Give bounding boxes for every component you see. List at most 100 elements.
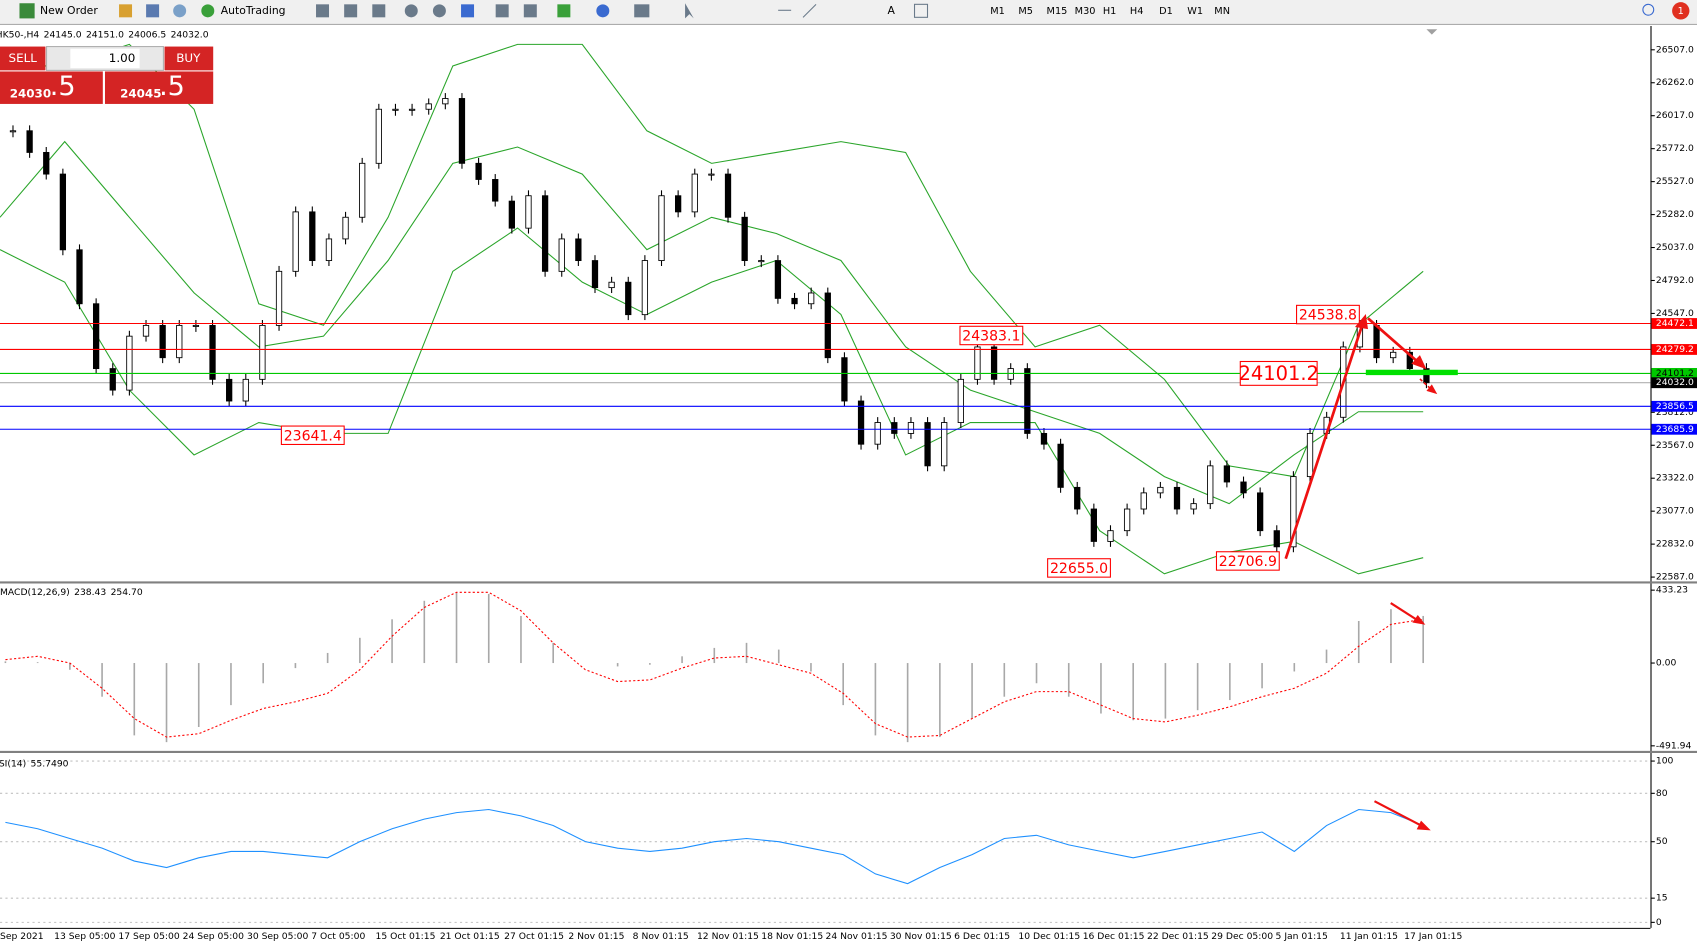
toolbar-icon[interactable] bbox=[523, 4, 537, 18]
candle bbox=[408, 108, 416, 111]
candle bbox=[9, 130, 17, 133]
candle bbox=[1423, 368, 1430, 384]
sell-pips[interactable]: .5 bbox=[50, 71, 76, 102]
timeframe-button[interactable]: M15 bbox=[1047, 6, 1068, 17]
toolbar-icon[interactable] bbox=[372, 4, 386, 18]
candle bbox=[907, 422, 915, 434]
price-annotation: 23641.4 bbox=[284, 428, 342, 444]
candle bbox=[924, 422, 931, 467]
title: HK50-,H4 bbox=[0, 29, 39, 40]
toolbar-icon[interactable] bbox=[557, 4, 571, 18]
x-tick-label: 17 Jan 01:15 bbox=[1404, 931, 1462, 942]
x-tick-label: 27 Oct 01:15 bbox=[504, 931, 564, 942]
x-tick-label: 6 Dec 01:15 bbox=[954, 931, 1010, 942]
candle bbox=[1107, 530, 1114, 542]
sell-price[interactable]: 24030 bbox=[10, 87, 51, 101]
sell-label[interactable]: SELL bbox=[9, 51, 38, 65]
price-annotation-box bbox=[959, 325, 1024, 346]
candle bbox=[808, 292, 815, 305]
candle bbox=[857, 400, 865, 445]
hline-tool[interactable] bbox=[778, 9, 792, 11]
volume-input[interactable] bbox=[70, 48, 140, 69]
timeframe-button[interactable]: M5 bbox=[1018, 6, 1033, 17]
candle bbox=[425, 103, 432, 110]
buy-label[interactable]: BUY bbox=[176, 51, 201, 65]
level-price-box bbox=[1651, 400, 1697, 412]
autotrading-button[interactable]: AutoTrading bbox=[221, 4, 286, 17]
sell-price-box[interactable] bbox=[0, 71, 103, 104]
buy-price[interactable]: 24045 bbox=[120, 87, 161, 101]
arrow-head bbox=[1426, 384, 1438, 395]
timeframe-button[interactable]: H1 bbox=[1103, 6, 1117, 17]
toolbar-icon[interactable] bbox=[173, 4, 187, 18]
buy-pips[interactable]: .5 bbox=[159, 71, 185, 102]
candle bbox=[1240, 481, 1247, 494]
candle bbox=[209, 324, 216, 380]
header-value: 24151.0 bbox=[86, 29, 124, 40]
level-price-label: 23856.5 bbox=[1656, 401, 1694, 412]
autotrading-icon[interactable] bbox=[201, 4, 215, 18]
arrow-projection bbox=[1419, 378, 1434, 392]
price-annotation: 24383.1 bbox=[962, 329, 1020, 345]
arrow-head bbox=[1412, 614, 1426, 625]
candle bbox=[575, 238, 582, 262]
timeframe-button[interactable]: M30 bbox=[1075, 6, 1096, 17]
toolbar-icon[interactable] bbox=[634, 4, 650, 18]
toolbar-icon[interactable] bbox=[596, 4, 610, 18]
candle bbox=[359, 162, 366, 218]
y-tick-label: 25772.0 bbox=[1656, 143, 1694, 154]
y-tick-label: 26017.0 bbox=[1656, 110, 1694, 121]
x-tick-label: 2 Nov 01:15 bbox=[568, 931, 624, 942]
trendline-tool[interactable] bbox=[802, 3, 817, 18]
candle bbox=[292, 211, 299, 272]
y-tick-label: 25282.0 bbox=[1656, 209, 1694, 220]
toolbar-icon[interactable] bbox=[495, 4, 509, 18]
new-order-button[interactable]: New Order bbox=[40, 4, 98, 17]
y-tick-label: 25037.0 bbox=[1656, 242, 1694, 253]
candle bbox=[708, 173, 715, 176]
search-icon[interactable] bbox=[1642, 3, 1655, 16]
level-price-label: 24101.2 bbox=[1656, 368, 1694, 379]
buy-button[interactable] bbox=[164, 46, 214, 71]
x-tick-label: 30 Sep 05:00 bbox=[247, 931, 308, 942]
x-tick-label: 24 Nov 01:15 bbox=[826, 931, 888, 942]
candle bbox=[1123, 508, 1131, 532]
notification-badge[interactable] bbox=[1672, 2, 1690, 20]
toolbar-icon[interactable] bbox=[146, 4, 160, 18]
candle bbox=[1090, 508, 1097, 542]
timeframe-button[interactable]: D1 bbox=[1159, 6, 1173, 17]
x-tick-label: 21 Oct 01:15 bbox=[440, 931, 500, 942]
toolbar-icon[interactable] bbox=[316, 4, 330, 18]
timeframe-button[interactable]: H4 bbox=[1130, 6, 1144, 17]
timeframe-button[interactable]: M1 bbox=[990, 6, 1005, 17]
y-tick-label: 24792.0 bbox=[1656, 275, 1694, 286]
toolbar-icon[interactable] bbox=[119, 4, 133, 18]
y-tick-label: 25527.0 bbox=[1656, 176, 1694, 187]
text-label-tool[interactable] bbox=[913, 3, 929, 18]
chart-shift-marker[interactable] bbox=[1426, 29, 1438, 35]
price-annotation-box bbox=[1239, 360, 1318, 386]
toolbar-icon[interactable] bbox=[432, 4, 446, 18]
sell-button[interactable] bbox=[0, 46, 46, 71]
timeframe-button[interactable]: MN bbox=[1214, 6, 1230, 17]
new-order-icon[interactable] bbox=[19, 3, 35, 19]
bollinger-upper bbox=[0, 43, 1424, 478]
toolbar-icon[interactable] bbox=[404, 4, 418, 18]
cursor-tool[interactable] bbox=[685, 3, 694, 19]
text-tool[interactable]: A bbox=[887, 4, 895, 17]
volume-value[interactable]: 1.00 bbox=[109, 51, 135, 65]
timeframe-button[interactable]: W1 bbox=[1187, 6, 1203, 17]
level-price-box bbox=[1651, 344, 1697, 355]
buy-price-box[interactable] bbox=[104, 71, 214, 104]
bollinger-lower bbox=[0, 227, 1424, 575]
x-tick-label: 30 Nov 01:15 bbox=[890, 931, 952, 942]
level-price-label: 24279.2 bbox=[1656, 344, 1694, 355]
toolbar-icon[interactable] bbox=[461, 4, 475, 18]
candle bbox=[1207, 465, 1214, 505]
candle bbox=[541, 195, 549, 272]
candle bbox=[558, 238, 565, 272]
candle bbox=[891, 422, 898, 434]
candle bbox=[242, 378, 249, 402]
candle bbox=[774, 260, 782, 299]
toolbar-icon[interactable] bbox=[344, 4, 358, 18]
